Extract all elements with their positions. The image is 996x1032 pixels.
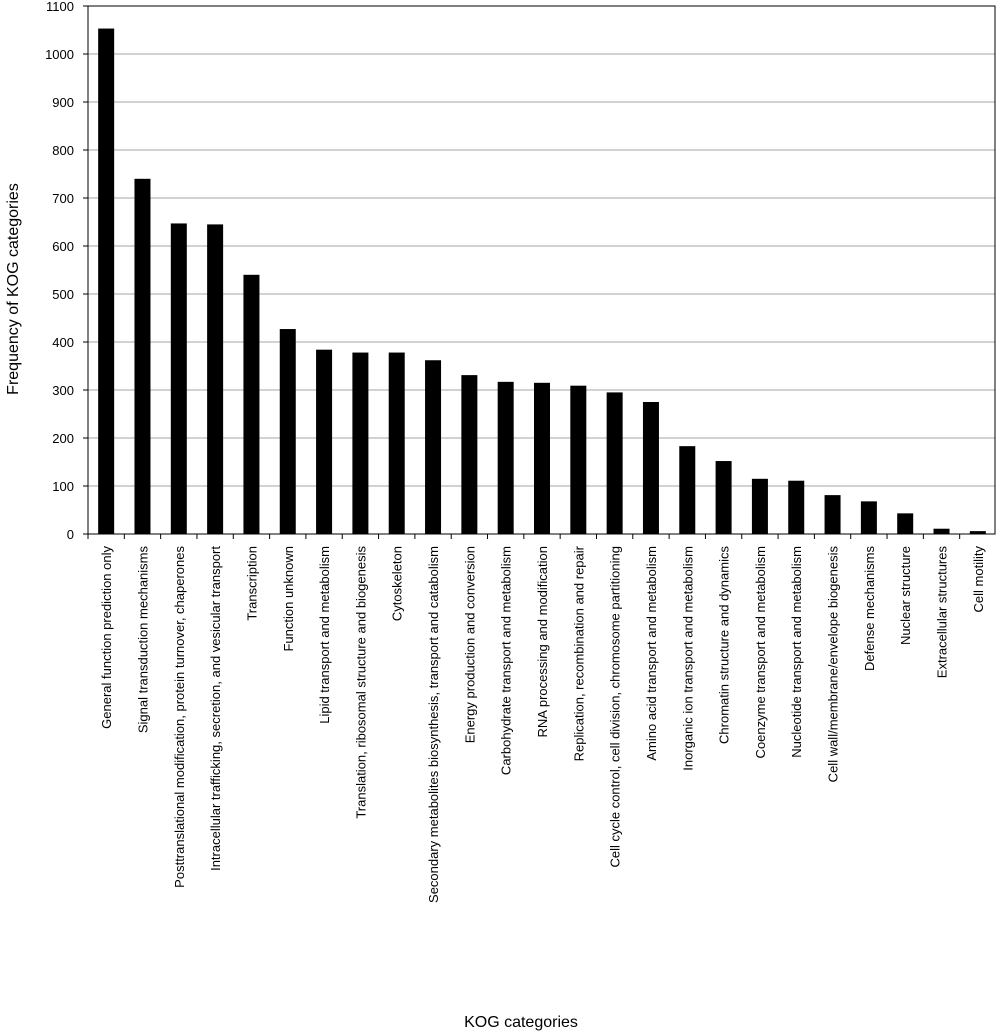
bar bbox=[570, 385, 587, 534]
y-tick-label: 1100 bbox=[46, 0, 74, 14]
x-category-label: Cytoskeleton bbox=[390, 546, 405, 621]
bar bbox=[788, 480, 805, 534]
x-category-label: Signal transduction mechanisms bbox=[135, 546, 150, 734]
bar bbox=[534, 382, 550, 534]
x-category-label: RNA processing and modification bbox=[535, 546, 550, 738]
bars bbox=[98, 28, 986, 535]
x-category-label: Transcription bbox=[244, 546, 259, 621]
x-category-label: General function prediction only bbox=[99, 546, 114, 729]
bar bbox=[751, 478, 768, 534]
y-tick-label: 200 bbox=[52, 431, 74, 446]
y-tick-label: 0 bbox=[67, 527, 74, 542]
x-category-label: Defense mechanisms bbox=[862, 546, 877, 671]
bar bbox=[497, 381, 514, 534]
y-tick-label: 600 bbox=[52, 239, 74, 254]
y-tick-label: 400 bbox=[52, 335, 74, 350]
x-category-label: Energy production and conversion bbox=[462, 546, 477, 743]
x-category-label: Cell cycle control, cell division, chrom… bbox=[608, 546, 623, 868]
y-tick-label: 100 bbox=[52, 479, 74, 494]
y-axis-ticks: 0 100 200 300 400 500 600 700 800 900 1000 1100 bbox=[45, 0, 88, 542]
bar bbox=[98, 28, 115, 535]
bar bbox=[243, 274, 260, 534]
y-tick-label: 800 bbox=[52, 143, 74, 158]
x-category-label: Chromatin structure and dynamics bbox=[717, 546, 732, 744]
bar bbox=[388, 352, 405, 534]
bar bbox=[679, 446, 696, 534]
x-category-label: Coenzyme transport and metabolism bbox=[753, 546, 768, 758]
bar bbox=[461, 375, 478, 534]
bar bbox=[824, 495, 841, 534]
bar bbox=[316, 349, 333, 534]
bar bbox=[134, 178, 151, 535]
bar bbox=[170, 223, 187, 534]
x-category-label: Translation, ribosomal structure and bio… bbox=[353, 546, 368, 819]
bar bbox=[642, 402, 659, 534]
x-category-label: Inorganic ion transport and metabolism bbox=[680, 546, 695, 771]
x-category-label: Extracellular structures bbox=[935, 546, 950, 679]
bar bbox=[969, 531, 986, 534]
y-tick-label: 300 bbox=[52, 383, 74, 398]
bar bbox=[897, 513, 914, 534]
x-category-label: Amino acid transport and metabolism bbox=[644, 546, 659, 761]
x-category-label: Nuclear structure bbox=[898, 546, 913, 645]
bar bbox=[279, 329, 296, 534]
bar bbox=[352, 352, 369, 534]
x-axis-title: KOG categories bbox=[464, 1014, 578, 1031]
x-category-label: Replication, recombination and repair bbox=[571, 545, 586, 761]
x-category-label: Cell motility bbox=[971, 546, 986, 613]
x-category-label: Nucleotide transport and metabolism bbox=[789, 546, 804, 758]
x-axis-category-labels: General function prediction only Signal t… bbox=[99, 545, 986, 903]
plot-frame bbox=[87, 5, 996, 539]
x-category-label: Function unknown bbox=[281, 546, 296, 652]
y-tick-label: 900 bbox=[52, 95, 74, 110]
bar bbox=[425, 360, 442, 534]
x-category-label: Intracellular trafficking, secretion, an… bbox=[208, 546, 223, 871]
bar bbox=[860, 501, 877, 534]
x-category-label: Lipid transport and metabolism bbox=[317, 546, 332, 724]
x-category-label: Cell wall/membrane/envelope biogenesis bbox=[826, 546, 841, 783]
y-axis-title: Frequency of KOG categories bbox=[5, 183, 22, 395]
y-tick-label: 1000 bbox=[45, 47, 74, 62]
x-category-label: Secondary metabolites biosynthesis, tran… bbox=[426, 546, 441, 903]
bar bbox=[207, 224, 224, 534]
bar bbox=[606, 392, 623, 534]
x-category-label: Posttranslational modification, protein … bbox=[172, 546, 187, 888]
bar bbox=[715, 461, 732, 534]
y-tick-label: 700 bbox=[52, 191, 74, 206]
plot-border bbox=[87, 5, 996, 535]
bar bbox=[933, 528, 950, 534]
y-tick-label: 500 bbox=[52, 287, 74, 302]
x-category-label: Carbohydrate transport and metabolism bbox=[499, 546, 514, 775]
